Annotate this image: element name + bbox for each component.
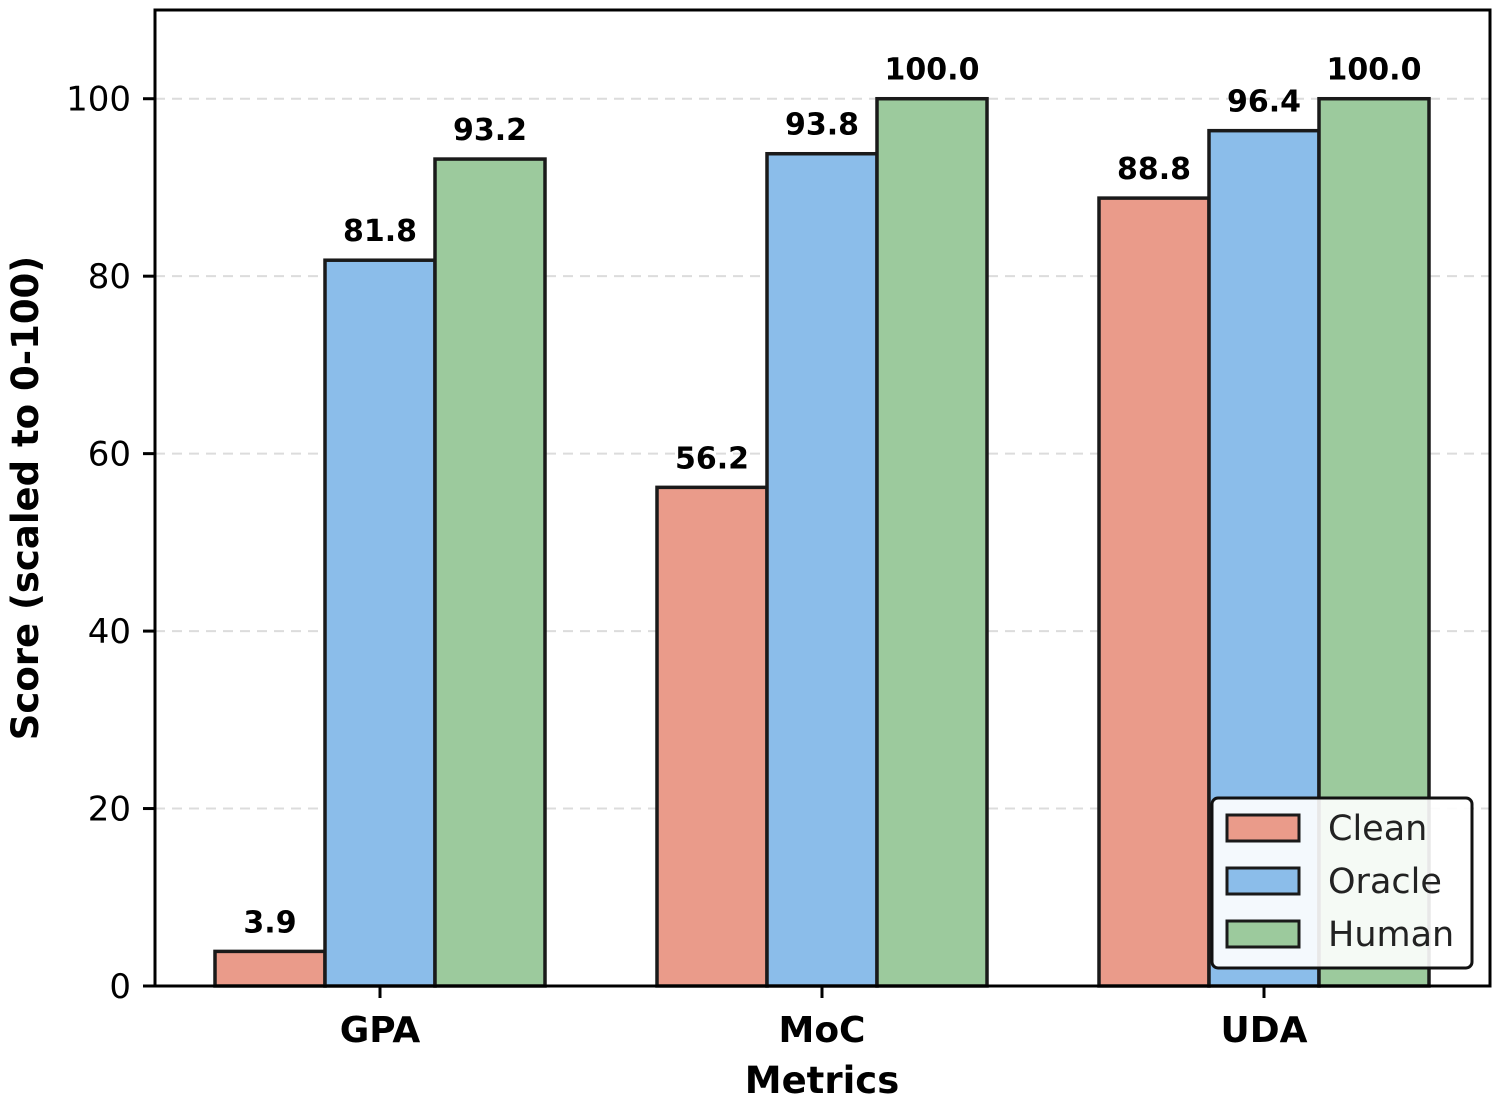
data-label: 100.0	[885, 53, 980, 88]
data-label: 93.8	[785, 108, 859, 143]
y-tick-label: 60	[88, 435, 131, 475]
bar-gpa-clean	[213, 949, 327, 988]
legend-label-clean: Clean	[1328, 809, 1427, 849]
bar-uda-clean	[1097, 196, 1211, 988]
data-label: 3.9	[243, 905, 296, 940]
data-label: 81.8	[343, 214, 417, 249]
x-tick-label: GPA	[340, 1010, 421, 1051]
data-label: 100.0	[1327, 53, 1422, 88]
data-label: 88.8	[1117, 152, 1191, 187]
data-label: 56.2	[675, 441, 749, 476]
legend-swatch-oracle	[1225, 866, 1301, 896]
x-axis-title: Metrics	[745, 1059, 900, 1102]
bar-gpa-human	[433, 157, 547, 988]
x-tick-label: MoC	[779, 1010, 866, 1051]
y-axis-title: Score (scaled to 0-100)	[4, 256, 47, 740]
bars	[213, 96, 1431, 988]
legend-label-human: Human	[1328, 915, 1454, 955]
y-tick-label: 0	[109, 967, 131, 1007]
bar-gpa-oracle	[323, 258, 437, 988]
legend: Clean Oracle Human	[1210, 796, 1474, 970]
y-tick-label: 100	[66, 80, 131, 120]
axes: 0 20 40 60 80 100 GPA MoC UDA	[66, 8, 1492, 1051]
y-tick-label: 20	[88, 790, 131, 830]
bar-moc-human	[875, 96, 989, 988]
legend-label-oracle: Oracle	[1328, 862, 1442, 902]
y-tick-label: 80	[88, 257, 131, 297]
data-label: 93.2	[453, 113, 527, 148]
bar-moc-clean	[655, 485, 769, 988]
x-tick-label: UDA	[1221, 1010, 1308, 1051]
bar-moc-oracle	[765, 151, 879, 988]
y-tick-label: 40	[88, 612, 131, 652]
data-label: 96.4	[1227, 85, 1301, 120]
legend-swatch-human	[1225, 919, 1301, 949]
data-labels: 3.9 81.8 93.2 56.2 93.8 100.0 88.8 96.4 100.0	[243, 53, 1421, 941]
legend-swatch-clean	[1225, 813, 1301, 843]
